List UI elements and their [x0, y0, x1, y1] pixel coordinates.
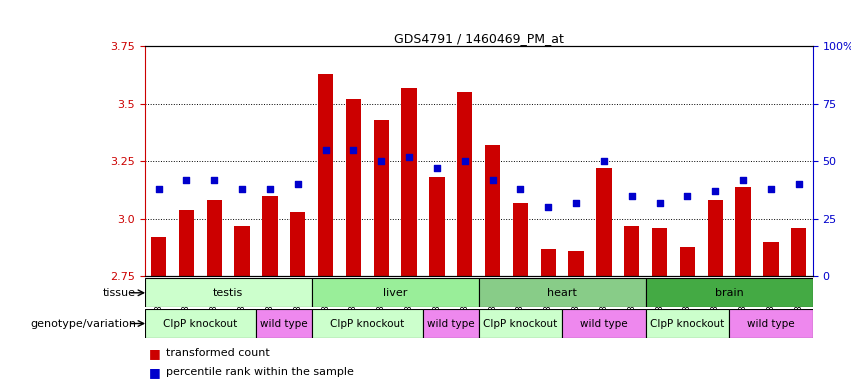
Bar [763, 242, 779, 276]
Point [486, 177, 500, 183]
Point [569, 200, 583, 206]
Text: ClpP knockout: ClpP knockout [330, 318, 404, 329]
Bar [708, 200, 723, 276]
Point [681, 193, 694, 199]
Text: ClpP knockout: ClpP knockout [650, 318, 724, 329]
Bar [151, 237, 166, 276]
Point [346, 147, 360, 153]
Point [374, 158, 388, 164]
Bar [346, 99, 361, 276]
Bar [624, 226, 639, 276]
Point [625, 193, 638, 199]
Text: ClpP knockout: ClpP knockout [163, 318, 237, 329]
Bar [513, 203, 528, 276]
Bar [478, 278, 646, 307]
Bar [423, 309, 478, 338]
Point [291, 181, 305, 187]
Bar [256, 309, 311, 338]
Bar [540, 249, 556, 276]
Point [792, 181, 806, 187]
Bar [652, 228, 667, 276]
Title: GDS4791 / 1460469_PM_at: GDS4791 / 1460469_PM_at [394, 32, 563, 45]
Text: wild type: wild type [427, 318, 475, 329]
Point [403, 154, 416, 160]
Bar [729, 309, 813, 338]
Bar [568, 251, 584, 276]
Bar [290, 212, 306, 276]
Point [151, 186, 165, 192]
Text: tissue: tissue [103, 288, 136, 298]
Point [764, 186, 778, 192]
Bar [478, 309, 563, 338]
Text: heart: heart [547, 288, 577, 298]
Bar [402, 88, 417, 276]
Bar [646, 309, 729, 338]
Point [208, 177, 221, 183]
Bar [680, 247, 695, 276]
Bar [485, 145, 500, 276]
Bar [563, 309, 646, 338]
Point [263, 186, 277, 192]
Text: ■: ■ [149, 366, 165, 379]
Point [541, 204, 555, 210]
Bar [179, 210, 194, 276]
Point [458, 158, 471, 164]
Point [514, 186, 528, 192]
Text: ■: ■ [149, 347, 165, 360]
Point [653, 200, 666, 206]
Bar [791, 228, 807, 276]
Bar [374, 120, 389, 276]
Bar [597, 168, 612, 276]
Bar [318, 74, 334, 276]
Point [597, 158, 611, 164]
Text: liver: liver [383, 288, 408, 298]
Point [736, 177, 750, 183]
Bar [457, 92, 472, 276]
Bar [145, 309, 256, 338]
Text: transformed count: transformed count [166, 348, 270, 358]
Text: ClpP knockout: ClpP knockout [483, 318, 557, 329]
Bar [262, 196, 277, 276]
Point [235, 186, 248, 192]
Bar [145, 278, 311, 307]
Text: wild type: wild type [580, 318, 628, 329]
Text: wild type: wild type [747, 318, 795, 329]
Bar [311, 278, 478, 307]
Text: genotype/variation: genotype/variation [30, 318, 136, 329]
Point [709, 188, 722, 194]
Bar [646, 278, 813, 307]
Text: percentile rank within the sample: percentile rank within the sample [166, 367, 354, 377]
Bar [311, 309, 423, 338]
Point [430, 165, 443, 171]
Bar [207, 200, 222, 276]
Bar [429, 177, 444, 276]
Bar [234, 226, 249, 276]
Point [180, 177, 193, 183]
Bar [735, 187, 751, 276]
Text: brain: brain [715, 288, 744, 298]
Text: wild type: wild type [260, 318, 308, 329]
Point [319, 147, 333, 153]
Text: testis: testis [213, 288, 243, 298]
